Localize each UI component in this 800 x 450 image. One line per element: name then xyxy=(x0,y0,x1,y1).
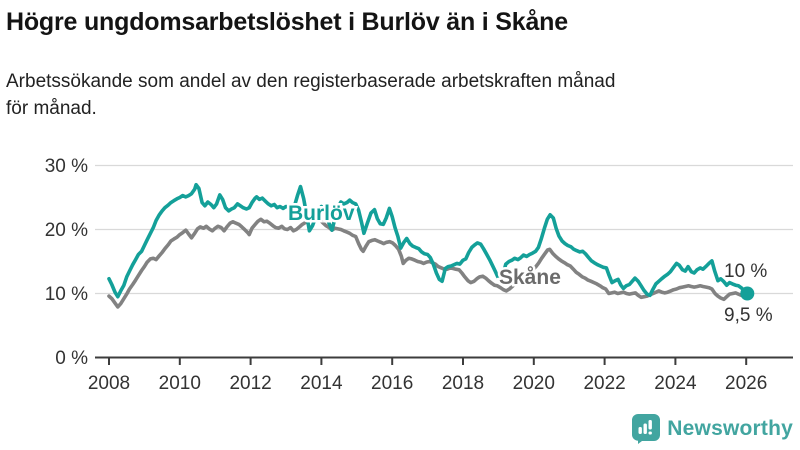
y-tick-label: 20 % xyxy=(45,220,88,241)
bar-chart-speech-bubble-icon xyxy=(632,414,661,444)
series-lines xyxy=(107,182,750,309)
page-title: Högre ungdomsarbetslöshet i Burlöv än i … xyxy=(6,8,568,36)
x-tick-label: 2008 xyxy=(88,373,130,394)
y-tick-label: 10 % xyxy=(45,284,88,305)
x-tick-label: 2010 xyxy=(159,373,201,394)
series-line-skåne xyxy=(107,214,750,309)
x-tick-label: 2020 xyxy=(513,373,555,394)
chart-subtitle: Arbetssökande som andel av den registerb… xyxy=(6,68,794,122)
series-label-skane: Skåne xyxy=(499,266,561,289)
x-tick-label: 2024 xyxy=(654,373,697,394)
end-label-skane: 9,5 % xyxy=(724,305,773,326)
y-tick-label: 30 % xyxy=(45,156,88,177)
end-label-burlov: 10 % xyxy=(724,261,767,282)
y-axis-labels: 0 % 10 % 20 % 30 % xyxy=(45,156,88,369)
subtitle-line-2: för månad. xyxy=(6,98,97,119)
x-tick-label: 2016 xyxy=(371,373,413,394)
subtitle-line-1: Arbetssökande som andel av den registerb… xyxy=(6,71,616,92)
latest-value-dot xyxy=(740,286,755,301)
series-line-burlöv xyxy=(107,182,750,299)
y-tick-label: 0 % xyxy=(55,348,88,369)
x-tick-label: 2012 xyxy=(229,373,271,394)
x-tick-label: 2022 xyxy=(583,373,625,394)
series-label-burlov: Burlöv xyxy=(288,202,355,225)
x-axis: 2008 2010 2012 2014 2016 2018 2020 2022 2024 2026 xyxy=(88,357,767,394)
newsworthy-logo: Newsworthy xyxy=(632,414,793,444)
brand-name: Newsworthy xyxy=(667,417,793,440)
x-tick-label: 2014 xyxy=(300,373,343,394)
x-tick-label: 2018 xyxy=(442,373,484,394)
x-tick-label: 2026 xyxy=(725,373,767,394)
